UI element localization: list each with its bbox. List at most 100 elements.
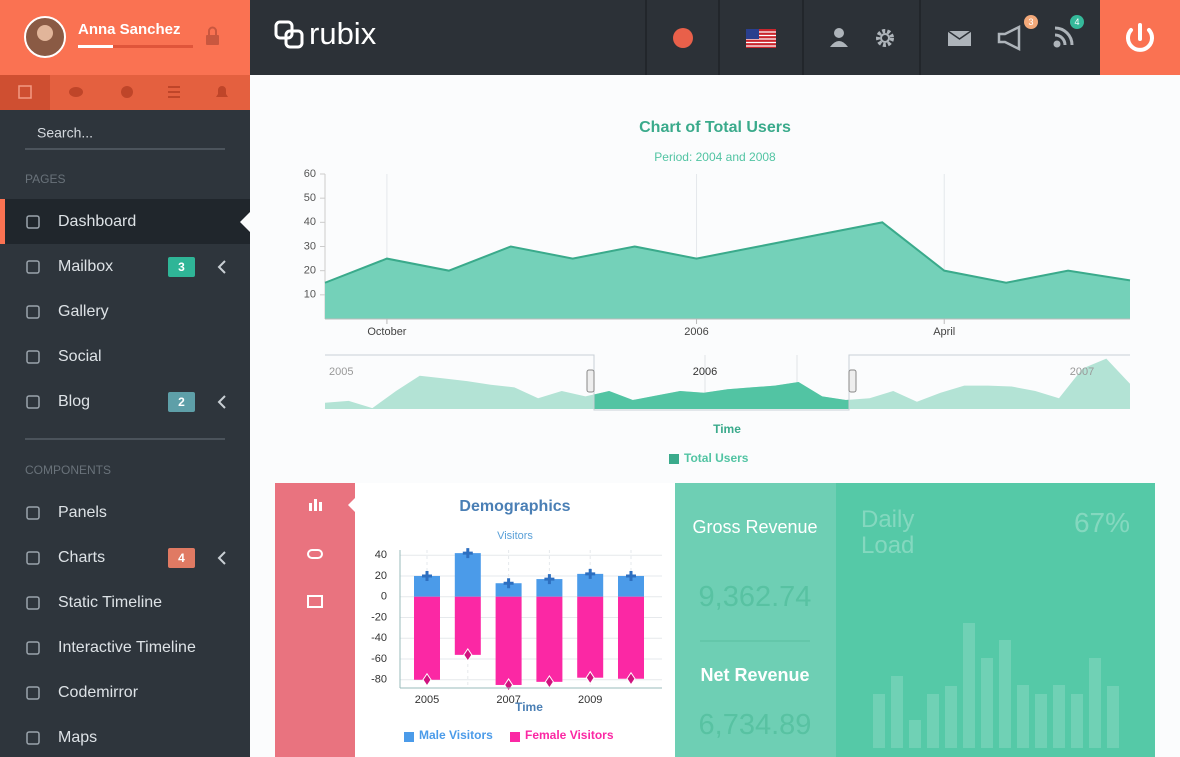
panel-tab-icon[interactable] — [307, 595, 323, 608]
navigator-handle[interactable] — [586, 369, 595, 393]
load-bar — [1017, 685, 1029, 748]
legend-label[interactable]: Female Visitors — [525, 728, 614, 742]
brand[interactable]: rubix — [309, 16, 377, 51]
x-tick-label: 2005 — [415, 694, 439, 706]
legend-label[interactable]: Total Users — [684, 451, 749, 465]
navigator-handle[interactable] — [848, 369, 857, 393]
y-tick-label: -40 — [371, 632, 387, 644]
nav-label: Codemirror — [58, 684, 139, 701]
search-input[interactable]: Search... — [37, 125, 93, 141]
nav-item[interactable]: Panels — [26, 504, 107, 521]
nav-icon — [26, 686, 40, 700]
gross-revenue-label: Gross Revenue — [692, 517, 818, 537]
announce-icon[interactable] — [997, 24, 1021, 52]
logo-icon[interactable] — [274, 20, 304, 49]
nav-icon — [26, 215, 40, 229]
progress-track — [78, 45, 193, 48]
bar — [618, 575, 644, 597]
nav-label: Mailbox — [58, 258, 113, 275]
navigator-frame — [325, 354, 1130, 411]
tab-icons — [18, 85, 228, 99]
bar — [495, 596, 522, 685]
nav-item[interactable]: Static Timeline — [26, 594, 162, 611]
gross-revenue-value: 9,362.74 — [698, 581, 812, 613]
revenue-panel — [675, 483, 836, 757]
bar — [577, 596, 604, 678]
status-dot[interactable] — [673, 28, 693, 48]
power-icon — [1126, 23, 1154, 52]
nav-icon — [26, 395, 40, 409]
nav-badge-count: 3 — [178, 260, 185, 274]
nav-item[interactable]: Blog 2 — [26, 392, 226, 412]
bar-marker — [585, 568, 596, 579]
tab-icon[interactable] — [121, 86, 133, 98]
legend-label[interactable]: Male Visitors — [419, 728, 493, 742]
load-bar — [981, 658, 993, 748]
y-tick-label: 60 — [304, 168, 316, 180]
nav-item[interactable]: Maps — [26, 729, 97, 746]
rss-icon[interactable] — [1053, 26, 1074, 48]
panel-tab-icon[interactable] — [307, 549, 323, 559]
progress-fill — [78, 45, 113, 48]
bar-marker — [626, 570, 636, 581]
tab-icon[interactable] — [216, 86, 228, 97]
active-tab[interactable] — [0, 75, 50, 110]
load-bar — [909, 720, 921, 748]
nav-item[interactable]: Interactive Timeline — [26, 639, 196, 656]
panel-tab-icon[interactable] — [309, 499, 322, 511]
legend-swatch — [510, 732, 520, 742]
nav-item[interactable]: Dashboard — [0, 199, 250, 244]
daily-load-panel — [836, 483, 1155, 757]
load-bar — [945, 686, 957, 748]
nav-label: Dashboard — [58, 213, 136, 230]
nav-item[interactable]: Mailbox 3 — [26, 257, 226, 277]
y-tick-label: 40 — [304, 216, 316, 228]
legend-swatch — [404, 732, 414, 742]
bar — [414, 575, 440, 597]
lock-icon[interactable] — [206, 26, 219, 45]
daily-load-percent: 67% — [1073, 507, 1130, 538]
bar-marker — [422, 570, 432, 581]
load-bar — [1107, 686, 1119, 748]
active-item-notch — [240, 212, 250, 232]
nav-icon — [26, 596, 40, 610]
avatar-face — [37, 25, 53, 41]
load-bar — [999, 640, 1011, 748]
load-bar — [1035, 694, 1047, 748]
load-bar — [1053, 685, 1065, 748]
profile-name[interactable]: Anna Sanchez — [78, 21, 181, 38]
navigator-selected-area — [594, 382, 849, 409]
navigator-area — [325, 358, 1130, 409]
load-bar — [963, 623, 975, 748]
panel-tabs — [275, 483, 355, 757]
mail-icon[interactable] — [947, 30, 972, 46]
nav-item[interactable]: Charts 4 — [26, 548, 226, 568]
nav-label: Social — [58, 348, 102, 365]
x-tick-label: October — [367, 326, 406, 338]
tab-icon[interactable] — [18, 85, 32, 99]
y-tick-label: 30 — [304, 240, 316, 252]
user-icon[interactable] — [830, 28, 848, 47]
nav-item[interactable]: Gallery — [26, 303, 109, 320]
y-tick-label: 0 — [381, 591, 387, 603]
bar — [577, 573, 604, 597]
nav-badge-count: 4 — [178, 551, 185, 565]
tab-icon[interactable] — [69, 87, 83, 97]
y-tick-label: 20 — [304, 265, 316, 277]
chart-subtitle: Visitors — [497, 530, 533, 542]
navigator-label: 2006 — [693, 366, 717, 378]
tab-pointer — [348, 498, 355, 512]
x-tick-label: 2007 — [496, 694, 520, 706]
settings-icon[interactable] — [876, 29, 894, 47]
flag-icon[interactable] — [746, 29, 776, 48]
tab-icon[interactable] — [168, 86, 180, 98]
notification-count: 3 — [1028, 17, 1033, 27]
y-tick-label: 20 — [375, 570, 387, 582]
nav-chevron — [217, 395, 226, 409]
load-bar — [927, 694, 939, 748]
nav-item[interactable]: Social — [26, 348, 102, 365]
nav-item[interactable]: Codemirror — [26, 684, 139, 701]
nav-label: Gallery — [58, 303, 109, 320]
notification-badge — [1024, 15, 1038, 29]
nav-icon — [26, 305, 40, 319]
